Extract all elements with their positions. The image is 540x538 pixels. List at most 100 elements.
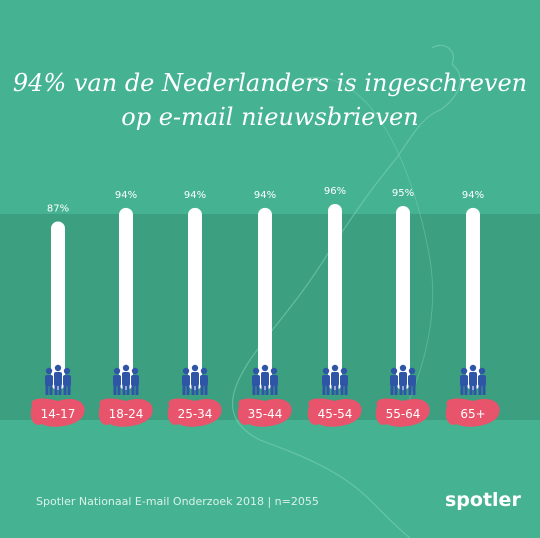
person-head <box>252 367 260 375</box>
person-leg <box>131 385 135 395</box>
person-leg <box>274 385 278 395</box>
value-label-14-17: 87% <box>47 203 69 214</box>
person-leg <box>331 385 335 395</box>
page-title: 94% van de Nederlanders is ingeschreven … <box>0 66 540 134</box>
person-body <box>469 372 477 386</box>
people-group-icon <box>390 364 416 395</box>
person-body <box>399 372 407 386</box>
person-body <box>191 372 199 386</box>
category-label-45-54: 45-54 <box>318 407 353 421</box>
category-blob-45-54 <box>307 398 362 427</box>
value-label-35-44: 94% <box>254 190 276 201</box>
person-leg <box>204 385 208 395</box>
person-head <box>340 367 348 375</box>
person-leg <box>270 385 274 395</box>
value-label-55-64: 95% <box>392 188 414 199</box>
title-line-1: 94% van de Nederlanders is ingeschreven <box>12 69 528 97</box>
person-leg <box>67 385 71 395</box>
value-label-65+: 94% <box>462 190 484 201</box>
value-label-25-34: 94% <box>184 190 206 201</box>
person-body <box>63 375 71 386</box>
person-head <box>45 367 53 375</box>
category-label-65+: 65+ <box>460 407 485 421</box>
category-label-25-34: 25-34 <box>178 407 213 421</box>
person-leg <box>340 385 344 395</box>
person-leg <box>460 385 464 395</box>
person-leg <box>49 385 53 395</box>
person-leg <box>54 385 58 395</box>
people-group-icon <box>45 364 71 395</box>
person-body <box>408 375 416 386</box>
person-leg <box>394 385 398 395</box>
person-body <box>478 375 486 386</box>
category-blob-65+ <box>445 398 500 427</box>
person-leg <box>322 385 326 395</box>
person-leg <box>117 385 121 395</box>
person-head <box>200 367 208 375</box>
person-leg <box>335 385 339 395</box>
person-leg <box>399 385 403 395</box>
person-body <box>252 375 260 386</box>
person-body <box>113 375 121 386</box>
person-leg <box>482 385 486 395</box>
person-leg <box>135 385 139 395</box>
person-head <box>460 367 468 375</box>
person-leg <box>122 385 126 395</box>
person-leg <box>252 385 256 395</box>
person-head <box>390 367 398 375</box>
category-label-35-44: 35-44 <box>248 407 283 421</box>
person-leg <box>344 385 348 395</box>
person-leg <box>464 385 468 395</box>
value-label-18-24: 94% <box>115 190 137 201</box>
person-body <box>182 375 190 386</box>
person-body <box>331 372 339 386</box>
person-head <box>322 367 330 375</box>
person-body <box>45 375 53 386</box>
person-head <box>478 367 486 375</box>
bar-55-64 <box>396 205 410 390</box>
spotler-logo: spotler <box>445 489 521 511</box>
people-group-icon <box>322 364 348 395</box>
person-body <box>340 375 348 386</box>
category-blob-25-34 <box>167 398 222 427</box>
person-body <box>322 375 330 386</box>
person-leg <box>412 385 416 395</box>
person-leg <box>58 385 62 395</box>
bar-35-44 <box>258 207 272 390</box>
person-body <box>390 375 398 386</box>
person-leg <box>403 385 407 395</box>
person-leg <box>200 385 204 395</box>
person-head <box>63 367 71 375</box>
people-group-icon <box>113 364 139 395</box>
person-head <box>122 364 130 372</box>
person-leg <box>408 385 412 395</box>
person-leg <box>478 385 482 395</box>
person-leg <box>256 385 260 395</box>
person-head <box>131 367 139 375</box>
person-leg <box>473 385 477 395</box>
person-body <box>270 375 278 386</box>
person-head <box>469 364 477 372</box>
person-leg <box>191 385 195 395</box>
person-head <box>270 367 278 375</box>
person-body <box>460 375 468 386</box>
person-head <box>113 367 121 375</box>
person-leg <box>63 385 67 395</box>
category-label-18-24: 18-24 <box>109 407 144 421</box>
source-footnote: Spotler Nationaal E-mail Onderzoek 2018 … <box>36 495 319 508</box>
person-head <box>191 364 199 372</box>
person-leg <box>469 385 473 395</box>
title-line-2: op e-mail nieuwsbrieven <box>121 103 419 131</box>
person-head <box>408 367 416 375</box>
people-group-icon <box>460 364 486 395</box>
person-body <box>261 372 269 386</box>
bar-18-24 <box>119 207 133 390</box>
category-label-14-17: 14-17 <box>41 407 76 421</box>
bar-25-34 <box>188 207 202 390</box>
person-leg <box>195 385 199 395</box>
category-label-55-64: 55-64 <box>386 407 421 421</box>
person-leg <box>45 385 49 395</box>
person-leg <box>265 385 269 395</box>
person-leg <box>186 385 190 395</box>
